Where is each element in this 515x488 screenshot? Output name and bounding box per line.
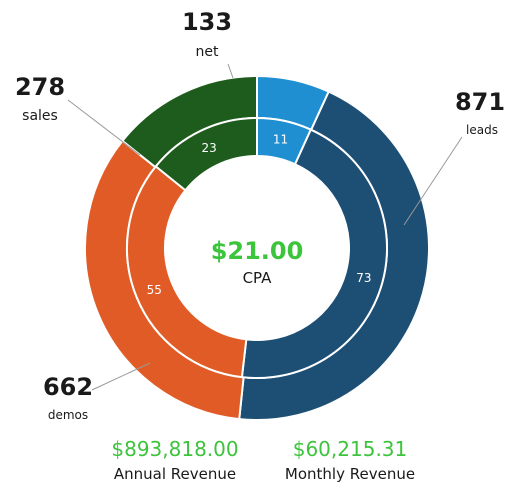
cpa-label: CPA bbox=[243, 269, 273, 287]
inner-slice-sales bbox=[154, 116, 258, 192]
inner-value-leads: 73 bbox=[356, 271, 371, 285]
inner-value-net: 11 bbox=[273, 133, 288, 147]
inner-slice-leads bbox=[240, 128, 388, 379]
sales-count: 278 bbox=[15, 73, 65, 101]
monthly-revenue-label: Monthly Revenue bbox=[285, 465, 415, 483]
demos-count: 662 bbox=[43, 373, 93, 401]
callout-line-leads bbox=[403, 136, 463, 226]
leads-count: 871 bbox=[455, 88, 505, 116]
callout-line-demos bbox=[91, 362, 151, 391]
callout-lines bbox=[67, 63, 463, 391]
callout-line-net bbox=[227, 63, 234, 79]
leads-label: leads bbox=[466, 123, 498, 137]
cpa-value: $21.00 bbox=[211, 237, 304, 265]
sales-label: sales bbox=[22, 108, 58, 124]
annual-revenue-value: $893,818.00 bbox=[111, 437, 238, 461]
inner-value-demos: 55 bbox=[147, 283, 162, 297]
net-label: net bbox=[196, 44, 219, 60]
demos-label: demos bbox=[48, 408, 88, 422]
annual-revenue-label: Annual Revenue bbox=[114, 465, 236, 483]
inner-value-sales: 23 bbox=[201, 141, 216, 155]
callout-line-sales bbox=[67, 99, 141, 156]
inner-slice-demos bbox=[126, 164, 248, 379]
monthly-revenue-value: $60,215.31 bbox=[293, 437, 408, 461]
inner-ring bbox=[126, 116, 388, 379]
net-count: 133 bbox=[182, 8, 232, 36]
inner-ring-labels: 11 73 55 23 bbox=[147, 133, 372, 297]
